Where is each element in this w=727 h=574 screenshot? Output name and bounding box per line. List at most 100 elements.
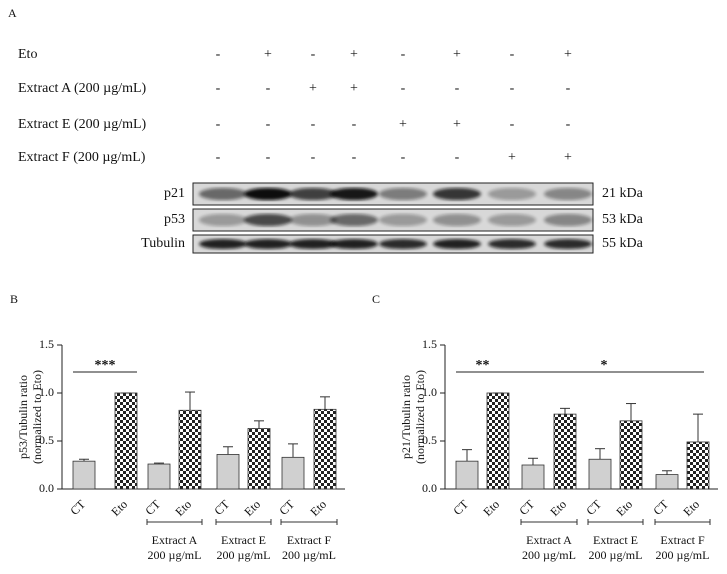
group-label: 200 µg/mL <box>522 548 576 562</box>
blot-band <box>244 238 292 250</box>
y-axis-label: (normalized to Eto) <box>413 370 427 464</box>
treatment-sign: - <box>401 150 406 165</box>
treatment-sign: - <box>216 117 221 132</box>
treatment-sign: - <box>510 47 515 62</box>
blot-band <box>199 213 247 227</box>
treatment-sign: - <box>311 150 316 165</box>
treatment-sign: - <box>216 81 221 96</box>
error-bar <box>626 403 636 421</box>
error-bar <box>320 396 330 410</box>
x-tick-label: Eto <box>680 497 702 519</box>
blot-band <box>244 187 292 201</box>
x-tick-label: Eto <box>480 497 502 519</box>
error-bar <box>185 391 195 411</box>
error-bar <box>528 457 538 465</box>
group-label: Extract F <box>660 533 705 547</box>
blot-band <box>544 213 592 227</box>
blot-band <box>433 238 481 250</box>
x-tick-label: Eto <box>547 497 569 519</box>
x-tick-label: Eto <box>172 497 194 519</box>
y-tick-label: 0.0 <box>422 481 437 495</box>
treatment-sign: + <box>350 47 358 62</box>
band-label: p53 <box>164 212 185 227</box>
bar <box>553 413 577 490</box>
treatment-sign: + <box>564 150 572 165</box>
y-axis-label: p21/Tubulin ratio <box>399 375 413 459</box>
treatment-sign: + <box>264 47 272 62</box>
blot-band <box>488 238 536 250</box>
bar <box>486 392 510 490</box>
error-bar <box>693 413 703 442</box>
bar <box>588 458 612 490</box>
treatment-sign: - <box>216 150 221 165</box>
treatment-sign: - <box>266 117 271 132</box>
x-tick-label: Eto <box>307 497 329 519</box>
group-label: Extract F <box>287 533 332 547</box>
treatment-label: Extract E (200 µg/mL) <box>18 117 147 132</box>
treatment-sign: - <box>401 81 406 96</box>
group-label: Extract E <box>593 533 638 547</box>
x-tick-label: CT <box>211 497 232 518</box>
y-tick-label: 0.0 <box>39 481 54 495</box>
treatment-sign: - <box>352 150 357 165</box>
blot-band <box>244 213 292 227</box>
group-label: Extract E <box>221 533 266 547</box>
significance-label: ** <box>476 358 490 373</box>
group-label: Extract A <box>526 533 572 547</box>
blot-band <box>488 213 536 227</box>
blot-band <box>199 187 247 201</box>
panel-letter: A <box>8 6 17 20</box>
band-size: 53 kDa <box>602 212 644 227</box>
treatment-sign: - <box>510 81 515 96</box>
x-tick-label: CT <box>650 497 671 518</box>
blot-band <box>379 187 427 201</box>
bar <box>178 409 202 490</box>
group-label: Extract A <box>152 533 198 547</box>
treatment-sign: + <box>453 47 461 62</box>
blot-band <box>199 238 247 250</box>
group-label: 200 µg/mL <box>589 548 643 562</box>
significance-label: * <box>601 358 608 373</box>
bar <box>247 428 271 490</box>
y-tick-label: 0.5 <box>39 433 54 447</box>
blot-band <box>289 238 337 250</box>
treatment-sign: + <box>350 81 358 96</box>
blot-band <box>544 187 592 201</box>
y-tick-label: 1.0 <box>39 385 54 399</box>
y-tick-label: 1.5 <box>422 337 437 351</box>
x-tick-label: CT <box>142 497 163 518</box>
treatment-sign: - <box>401 47 406 62</box>
bar <box>281 456 305 490</box>
x-tick-label: CT <box>516 497 537 518</box>
x-tick-label: Eto <box>108 497 130 519</box>
bar <box>655 474 679 490</box>
blot-band <box>433 213 481 227</box>
panel-letter: C <box>372 292 380 306</box>
treatment-sign: - <box>455 81 460 96</box>
error-bar <box>595 448 605 460</box>
y-tick-label: 1.5 <box>39 337 54 351</box>
bar <box>313 408 337 490</box>
bar <box>147 463 171 490</box>
bar <box>216 454 240 490</box>
treatment-sign: + <box>508 150 516 165</box>
group-label: 200 µg/mL <box>217 548 271 562</box>
error-bar <box>254 420 264 429</box>
x-tick-label: Eto <box>241 497 263 519</box>
bar <box>72 460 96 490</box>
treatment-sign: - <box>566 81 571 96</box>
treatment-sign: - <box>510 117 515 132</box>
blot-band <box>330 238 378 250</box>
bar <box>619 420 643 490</box>
treatment-sign: - <box>216 47 221 62</box>
band-label: p21 <box>164 186 185 201</box>
x-tick-label: Eto <box>613 497 635 519</box>
error-bar <box>288 443 298 458</box>
treatment-sign: + <box>309 81 317 96</box>
treatment-sign: + <box>564 47 572 62</box>
treatment-label: Extract A (200 µg/mL) <box>18 81 147 96</box>
treatment-sign: + <box>453 117 461 132</box>
bar <box>686 441 710 490</box>
error-bar <box>223 446 233 455</box>
